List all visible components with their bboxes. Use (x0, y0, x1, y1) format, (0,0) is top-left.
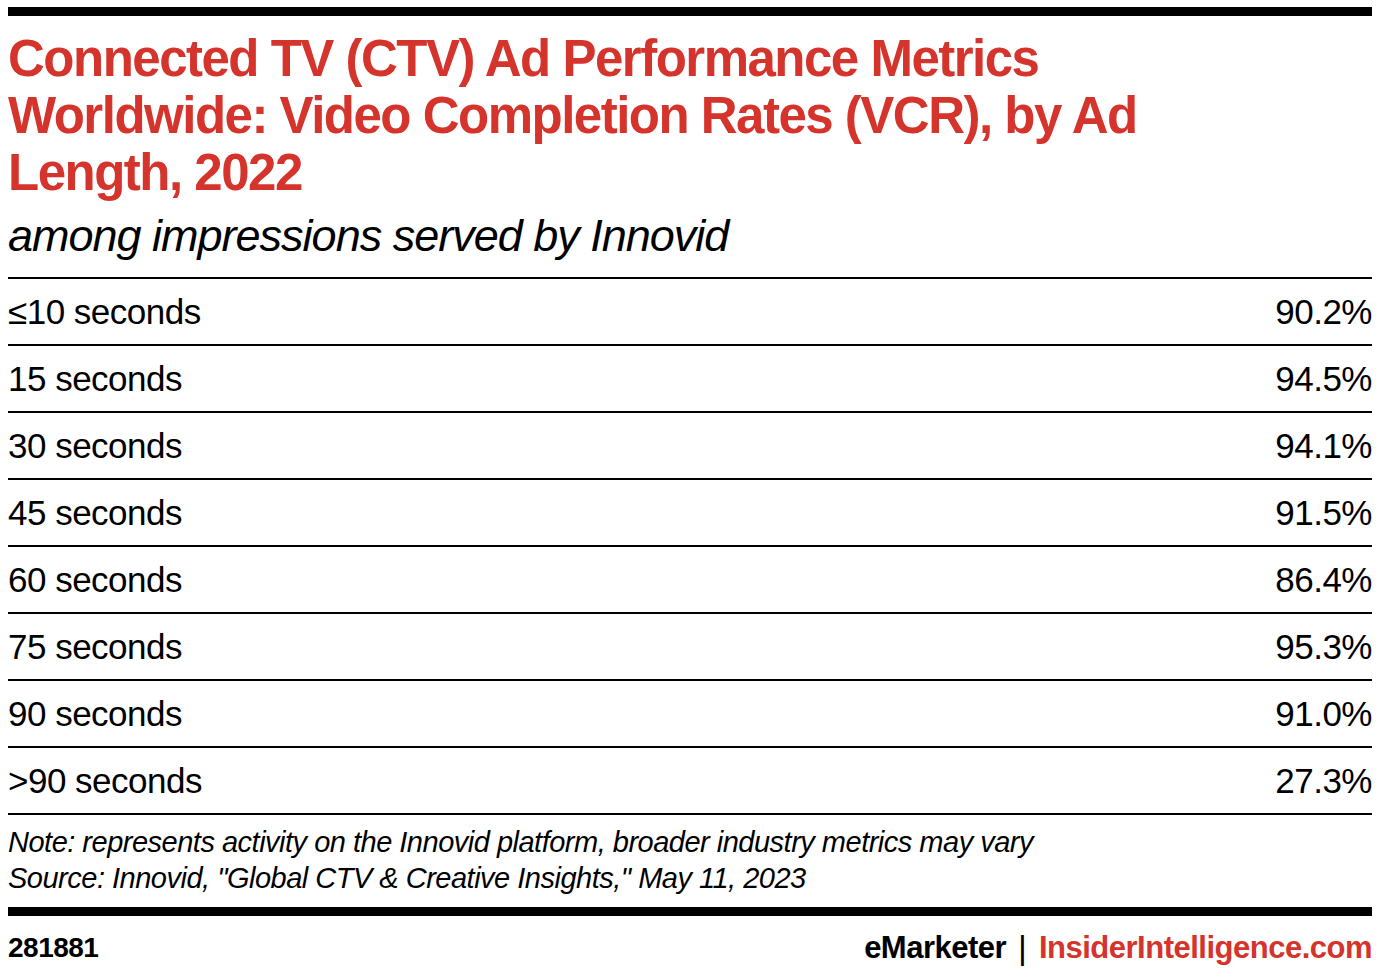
table-row: 15 seconds 94.5% (8, 344, 1372, 411)
footer: 281881 eMarketer | InsiderIntelligence.c… (8, 928, 1372, 967)
row-value: 91.0% (1275, 694, 1372, 734)
row-value: 91.5% (1275, 493, 1372, 533)
chart-title-line-1: Connected TV (CTV) Ad Performance Metric… (8, 30, 1372, 87)
row-value: 86.4% (1275, 560, 1372, 600)
row-value: 95.3% (1275, 627, 1372, 667)
table-row: 60 seconds 86.4% (8, 545, 1372, 612)
top-rule-bar (8, 7, 1372, 16)
row-label: ≤10 seconds (8, 292, 201, 332)
pipe-separator: | (1018, 928, 1027, 967)
row-label: 15 seconds (8, 359, 182, 399)
bottom-rule-bar (8, 907, 1372, 916)
chart-title-line-3: Length, 2022 (8, 144, 1372, 201)
chart-title: Connected TV (CTV) Ad Performance Metric… (8, 30, 1372, 201)
chart-page: Connected TV (CTV) Ad Performance Metric… (0, 0, 1380, 972)
chart-title-line-2: Worldwide: Video Completion Rates (VCR),… (8, 87, 1372, 144)
brand-line: eMarketer | InsiderIntelligence.com (864, 928, 1372, 967)
table-row: ≤10 seconds 90.2% (8, 277, 1372, 344)
table-row: >90 seconds 27.3% (8, 746, 1372, 815)
table-row: 45 seconds 91.5% (8, 478, 1372, 545)
row-label: 45 seconds (8, 493, 182, 533)
row-value: 27.3% (1275, 761, 1372, 801)
note-text: Note: represents activity on the Innovid… (8, 824, 1372, 860)
row-label: >90 seconds (8, 761, 202, 801)
row-label: 90 seconds (8, 694, 182, 734)
emarketer-logo: eMarketer (864, 930, 1006, 966)
row-value: 90.2% (1275, 292, 1372, 332)
chart-id: 281881 (8, 932, 98, 964)
row-value: 94.1% (1275, 426, 1372, 466)
row-label: 30 seconds (8, 426, 182, 466)
row-label: 75 seconds (8, 627, 182, 667)
table-row: 30 seconds 94.1% (8, 411, 1372, 478)
table-row: 90 seconds 91.0% (8, 679, 1372, 746)
insider-intelligence-link[interactable]: InsiderIntelligence.com (1039, 930, 1372, 966)
chart-subtitle: among impressions served by Innovid (8, 210, 1372, 277)
vcr-table: ≤10 seconds 90.2% 15 seconds 94.5% 30 second… (8, 277, 1372, 815)
row-value: 94.5% (1275, 359, 1372, 399)
source-text: Source: Innovid, "Global CTV & Creative … (8, 860, 1372, 896)
table-row: 75 seconds 95.3% (8, 612, 1372, 679)
row-label: 60 seconds (8, 560, 182, 600)
